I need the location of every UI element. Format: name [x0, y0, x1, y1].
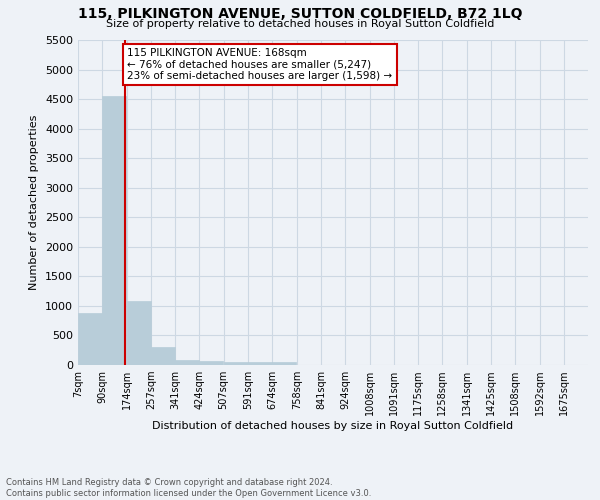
Text: 115 PILKINGTON AVENUE: 168sqm
← 76% of detached houses are smaller (5,247)
23% o: 115 PILKINGTON AVENUE: 168sqm ← 76% of d… — [127, 48, 392, 82]
Bar — [78, 313, 102, 365]
Bar — [199, 362, 223, 365]
Text: Size of property relative to detached houses in Royal Sutton Coldfield: Size of property relative to detached ho… — [106, 19, 494, 29]
Bar — [248, 362, 272, 365]
Text: 115, PILKINGTON AVENUE, SUTTON COLDFIELD, B72 1LQ: 115, PILKINGTON AVENUE, SUTTON COLDFIELD… — [78, 8, 522, 22]
X-axis label: Distribution of detached houses by size in Royal Sutton Coldfield: Distribution of detached houses by size … — [152, 421, 514, 431]
Y-axis label: Number of detached properties: Number of detached properties — [29, 115, 40, 290]
Bar — [224, 362, 248, 365]
Bar — [151, 346, 175, 365]
Bar — [272, 362, 296, 365]
Bar — [102, 96, 126, 365]
Bar — [127, 301, 151, 365]
Text: Contains HM Land Registry data © Crown copyright and database right 2024.
Contai: Contains HM Land Registry data © Crown c… — [6, 478, 371, 498]
Bar — [175, 360, 199, 365]
